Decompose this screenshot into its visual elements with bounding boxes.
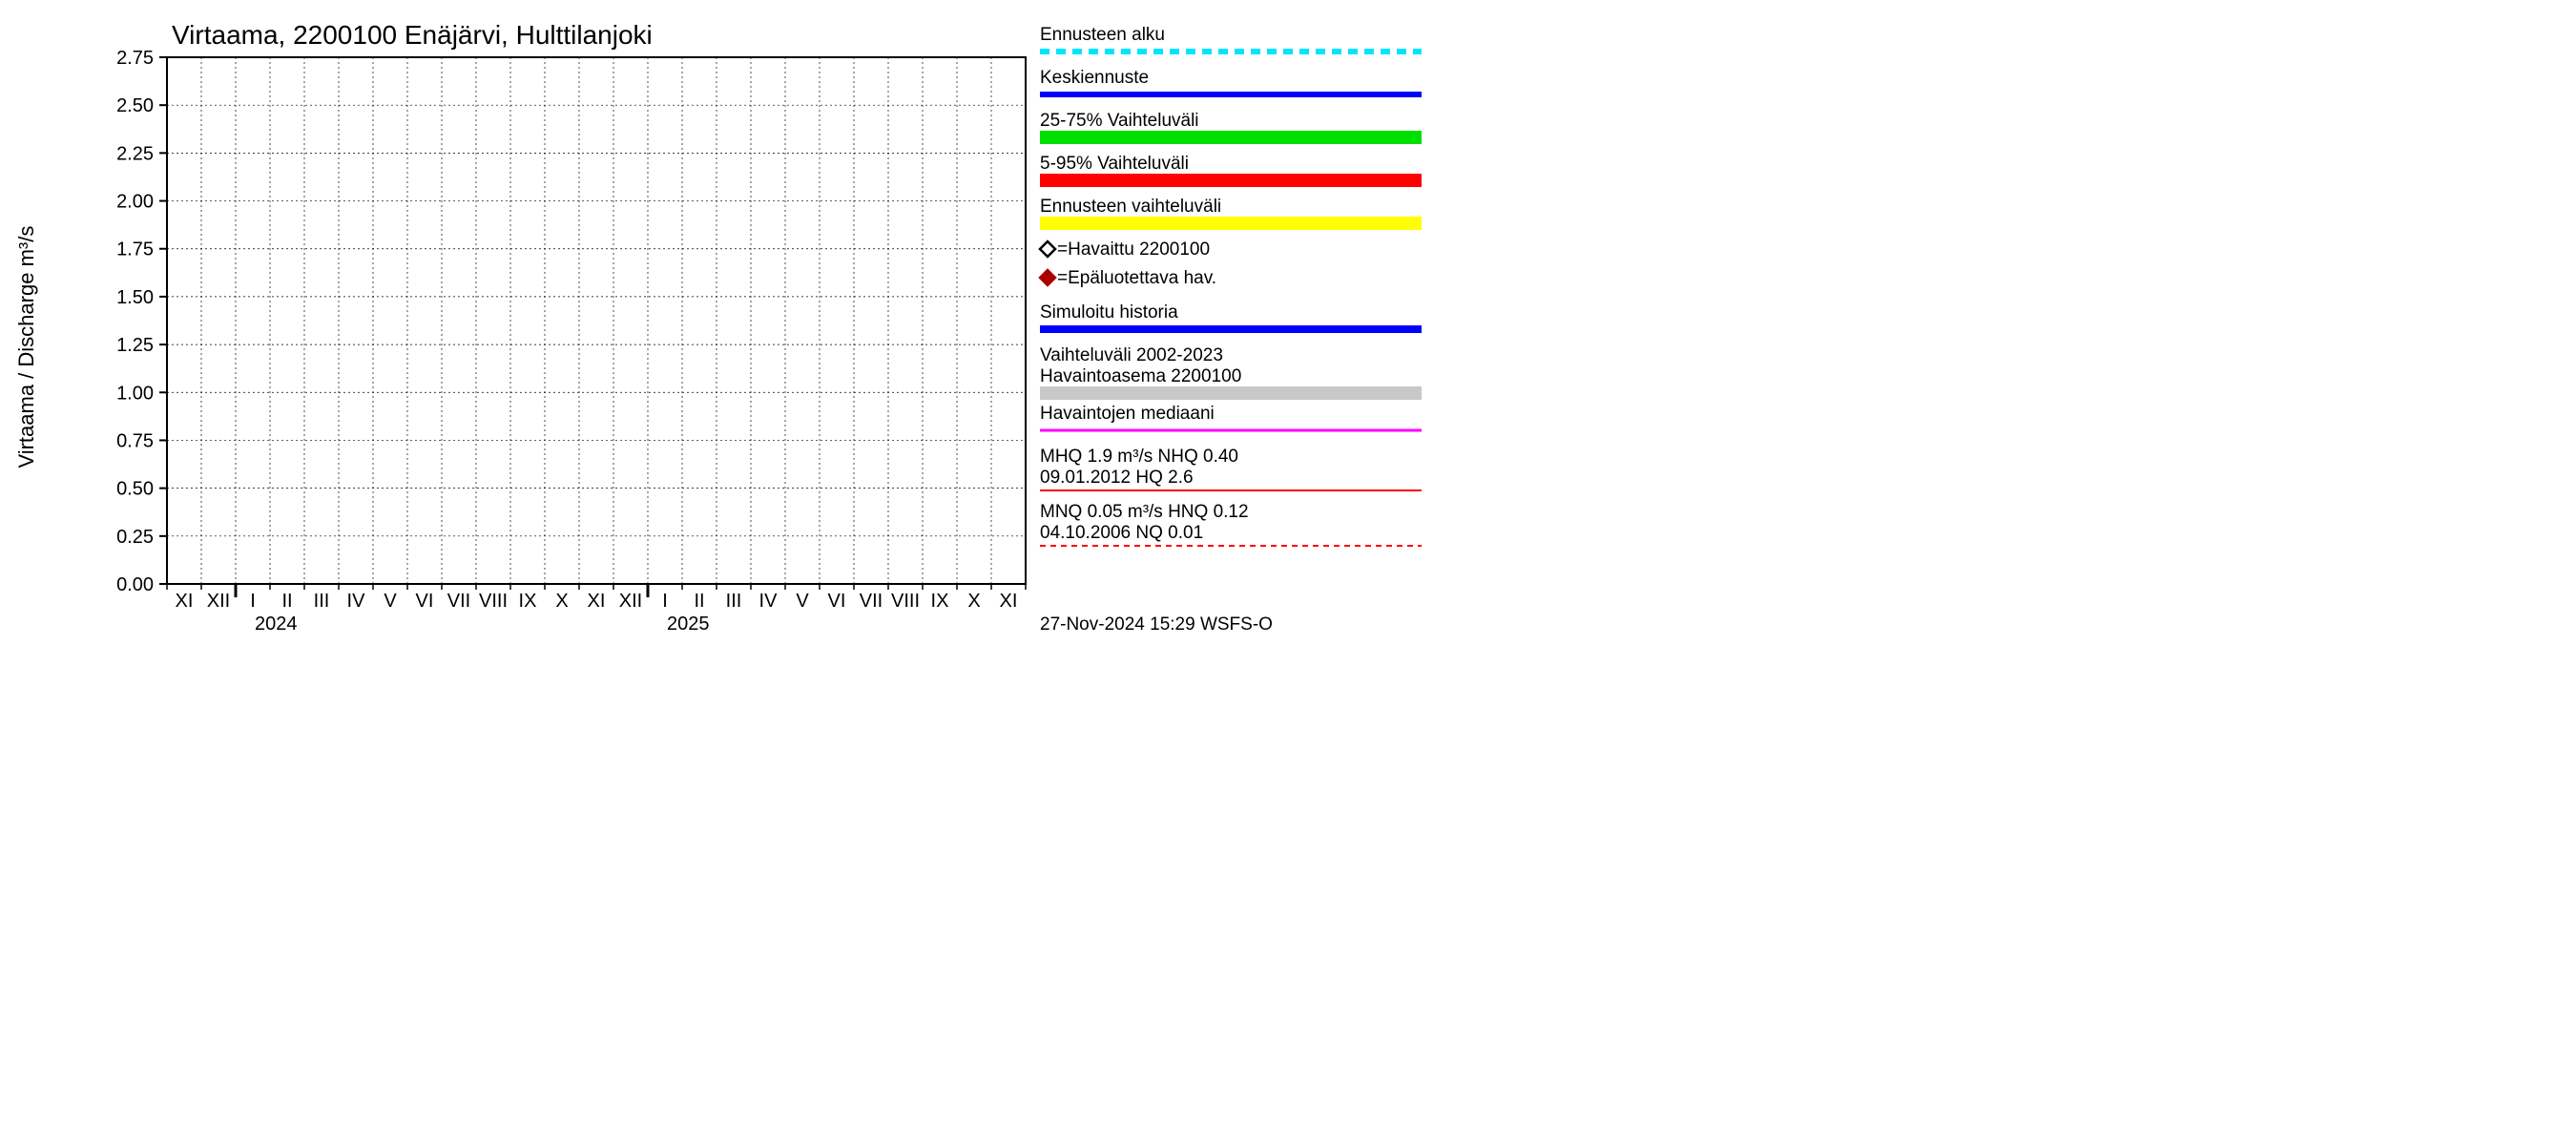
y-tick-label: 0.25	[116, 527, 154, 548]
y-tick-label: 2.00	[116, 192, 154, 213]
x-month-label: VII	[860, 591, 883, 612]
x-year-label: 2025	[667, 614, 710, 635]
y-tick-label: 0.00	[116, 574, 154, 595]
x-month-label: XI	[1000, 591, 1018, 612]
x-month-label: II	[281, 591, 292, 612]
x-month-label: XII	[207, 591, 230, 612]
legend-band-25-75: 25-75% Vaihteluväli	[1040, 111, 1199, 131]
x-month-label: IV	[759, 591, 779, 612]
y-tick-label: 1.50	[116, 287, 154, 308]
y-tick-label: 1.25	[116, 335, 154, 356]
x-month-label: V	[796, 591, 809, 612]
x-month-label: X	[967, 591, 980, 612]
y-tick-label: 2.75	[116, 48, 154, 69]
footer-timestamp: 27-Nov-2024 15:29 WSFS-O	[1040, 614, 1273, 635]
x-month-label: V	[384, 591, 397, 612]
x-month-label: I	[250, 591, 256, 612]
stats-line-1: MHQ 1.9 m³/s NHQ 0.40	[1040, 447, 1238, 467]
legend-hist-range-1: Vaihteluväli 2002-2023	[1040, 345, 1223, 365]
x-month-label: XII	[619, 591, 642, 612]
stats-line-3: MNQ 0.05 m³/s HNQ 0.12	[1040, 502, 1249, 522]
x-month-label: X	[555, 591, 568, 612]
x-month-label: IV	[347, 591, 366, 612]
x-month-label: XI	[176, 591, 194, 612]
discharge-forecast-chart: 0.00 0.25 0.50 0.75 1.00 1.25 1.50 1.75 2.00 2.25…	[0, 0, 1431, 635]
legend-unreliable: =Epäluotettava hav.	[1057, 268, 1216, 288]
y-tick-label: 1.75	[116, 239, 154, 260]
x-month-label: IX	[519, 591, 537, 612]
y-tick-label: 0.50	[116, 479, 154, 500]
x-month-label: II	[694, 591, 704, 612]
x-month-label: I	[662, 591, 668, 612]
x-month-label: IX	[931, 591, 949, 612]
legend-hist-range-2: Havaintoasema 2200100	[1040, 366, 1241, 386]
legend-band-full: Ennusteen vaihteluväli	[1040, 197, 1221, 217]
legend-band-5-95: 5-95% Vaihteluväli	[1040, 154, 1189, 174]
x-month-label: VIII	[479, 591, 508, 612]
x-month-label: XI	[588, 591, 606, 612]
y-tick-label: 2.50	[116, 95, 154, 116]
y-axis-label: Virtaama / Discharge m³/s	[14, 226, 38, 468]
y-tick-label: 2.25	[116, 143, 154, 164]
x-month-label: VIII	[891, 591, 920, 612]
stats-line-4: 04.10.2006 NQ 0.01	[1040, 523, 1203, 543]
legend-observed: =Havaittu 2200100	[1057, 239, 1210, 260]
x-year-label: 2024	[255, 614, 298, 635]
x-month-label: III	[726, 591, 742, 612]
chart-title: Virtaama, 2200100 Enäjärvi, Hulttilanjok…	[172, 20, 653, 50]
x-month-label: III	[314, 591, 330, 612]
legend-forecast-start: Ennusteen alku	[1040, 25, 1165, 45]
y-tick-label: 0.75	[116, 430, 154, 451]
x-month-label: VI	[828, 591, 846, 612]
stats-line-2: 09.01.2012 HQ 2.6	[1040, 468, 1194, 488]
x-month-label: VI	[416, 591, 434, 612]
legend-mean-forecast: Keskiennuste	[1040, 68, 1149, 88]
x-month-label: VII	[447, 591, 470, 612]
legend-sim-history: Simuloitu historia	[1040, 302, 1178, 323]
legend-median-obs: Havaintojen mediaani	[1040, 404, 1215, 424]
y-tick-label: 1.00	[116, 383, 154, 404]
